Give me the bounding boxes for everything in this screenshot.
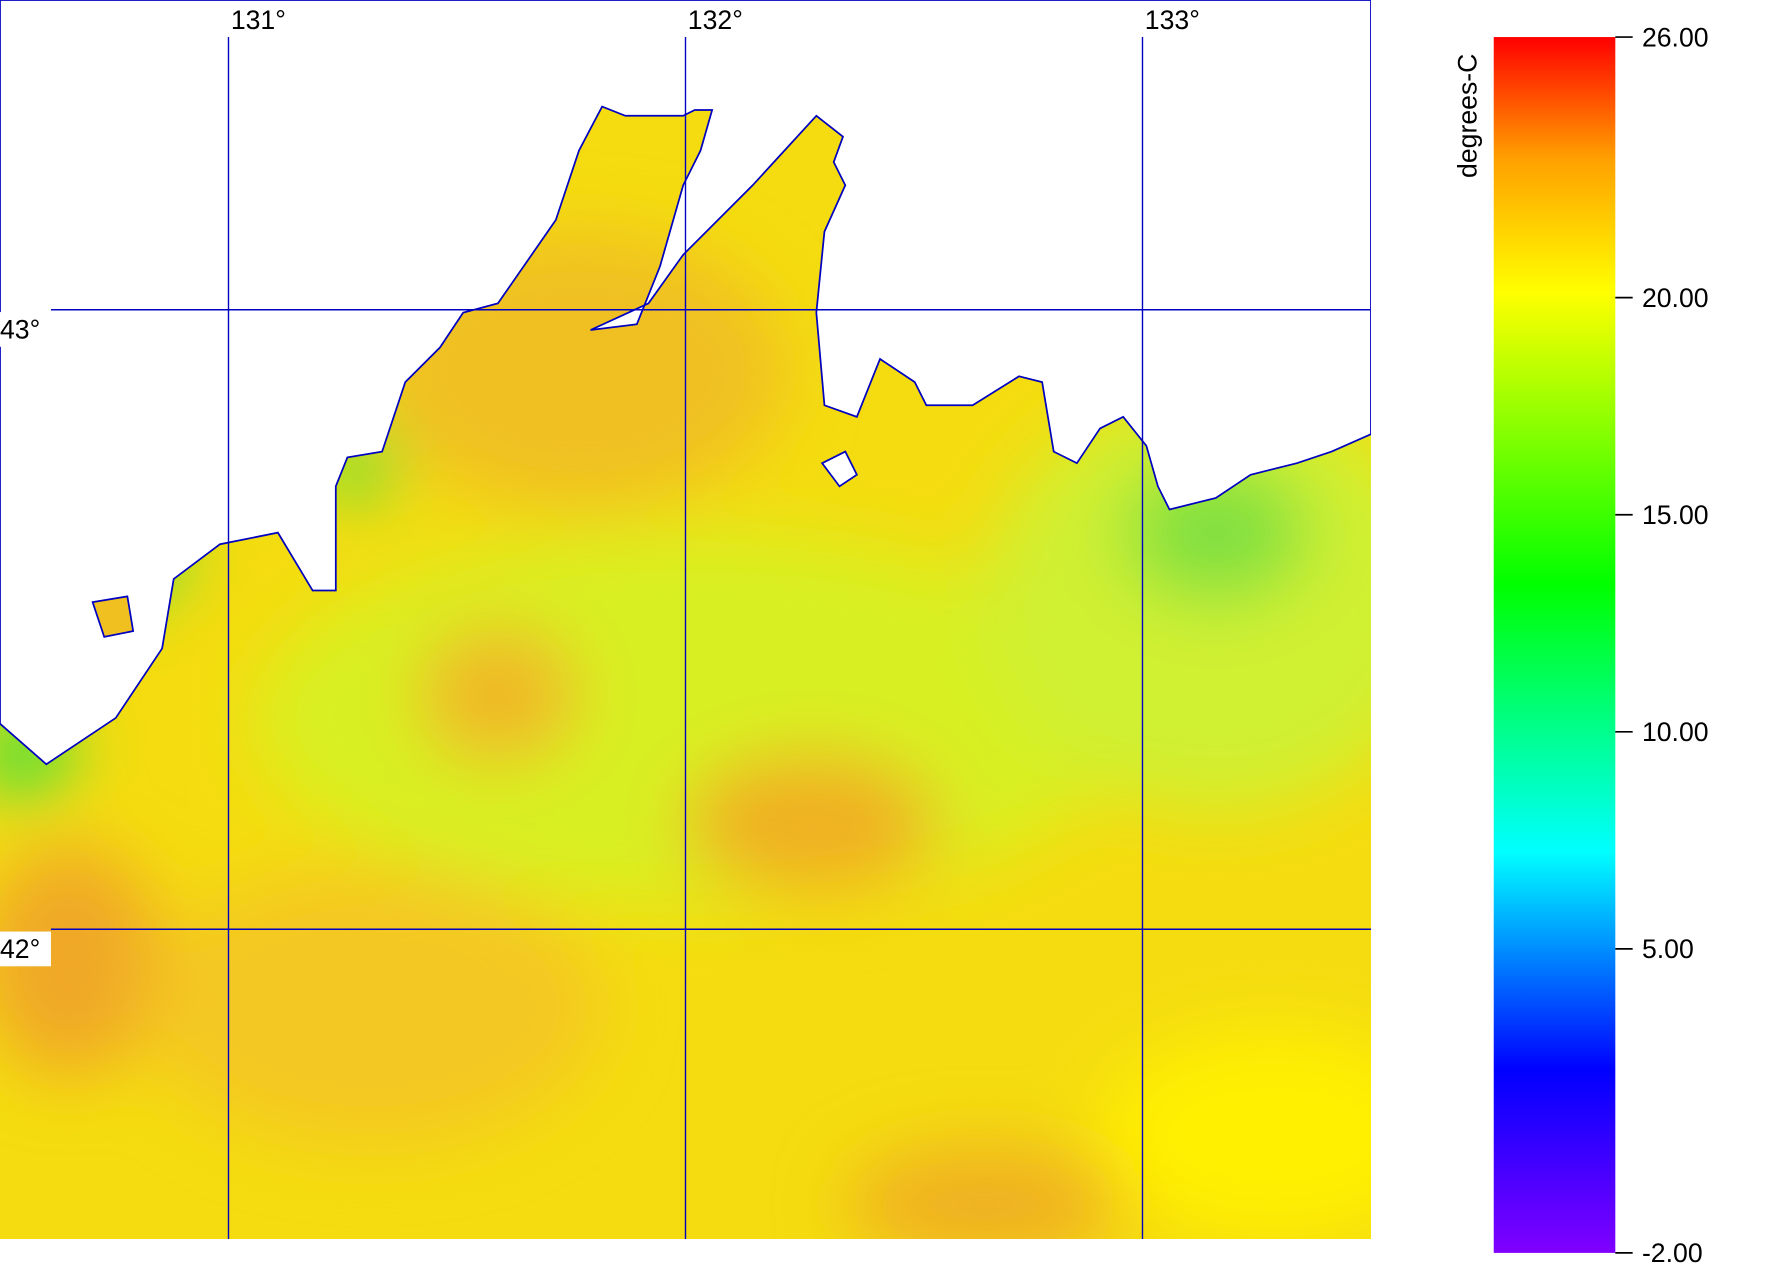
sst-field xyxy=(0,0,1371,1239)
longitude-label: 132° xyxy=(688,5,743,35)
colorbar-tick-label: 20.00 xyxy=(1642,283,1709,313)
colorbar-tick-label: 26.00 xyxy=(1642,22,1709,52)
colorbar xyxy=(1493,37,1616,1253)
latitude-label: 42° xyxy=(0,934,40,964)
land xyxy=(0,0,1371,766)
colorbar-tick-label: 5.00 xyxy=(1642,934,1694,964)
latitude-label: 43° xyxy=(0,315,40,345)
longitude-label: 133° xyxy=(1145,5,1200,35)
colorbar-tick-label: 15.00 xyxy=(1642,500,1709,530)
colorbar-tick-label: -2.00 xyxy=(1642,1238,1703,1268)
colorbar-tick-label: 10.00 xyxy=(1642,717,1709,747)
island xyxy=(820,450,858,488)
longitude-label: 131° xyxy=(231,5,286,35)
latitude-label-bg xyxy=(0,931,51,967)
island xyxy=(91,595,135,638)
colorbar-label: degrees-C xyxy=(1452,54,1482,178)
latitude-label-bg xyxy=(0,312,51,347)
